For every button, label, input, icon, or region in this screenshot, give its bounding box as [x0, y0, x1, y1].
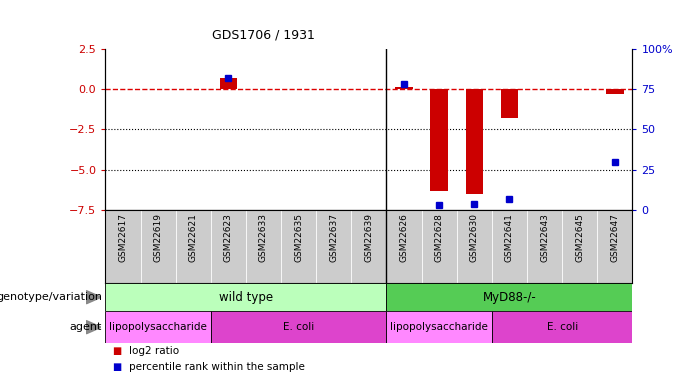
Text: GSM22619: GSM22619	[154, 213, 163, 262]
Text: GSM22633: GSM22633	[259, 213, 268, 262]
Text: GSM22639: GSM22639	[364, 213, 373, 262]
Text: agent: agent	[69, 322, 102, 332]
Bar	[105, 311, 211, 343]
Text: percentile rank within the sample: percentile rank within the sample	[129, 362, 305, 372]
Text: log2 ratio: log2 ratio	[129, 346, 180, 356]
Text: E. coli: E. coli	[547, 322, 578, 332]
Text: GSM22626: GSM22626	[400, 213, 409, 262]
Bar	[606, 89, 624, 94]
Text: GSM22628: GSM22628	[435, 213, 443, 262]
Bar	[211, 311, 386, 343]
Bar	[500, 89, 518, 118]
Text: GSM22630: GSM22630	[470, 213, 479, 262]
Bar	[386, 283, 632, 311]
Bar	[105, 283, 386, 311]
Text: E. coli: E. coli	[283, 322, 314, 332]
Bar	[395, 87, 413, 89]
Text: GSM22643: GSM22643	[540, 213, 549, 262]
Text: GSM22647: GSM22647	[611, 213, 619, 262]
Polygon shape	[86, 291, 101, 304]
Text: wild type: wild type	[219, 291, 273, 304]
Text: GSM22645: GSM22645	[575, 213, 584, 262]
Bar	[430, 89, 448, 190]
Text: genotype/variation: genotype/variation	[0, 292, 102, 302]
Bar	[492, 311, 632, 343]
Text: lipopolysaccharide: lipopolysaccharide	[390, 322, 488, 332]
Text: MyD88-/-: MyD88-/-	[483, 291, 537, 304]
Bar	[466, 89, 483, 194]
Polygon shape	[86, 321, 101, 334]
Text: GSM22621: GSM22621	[189, 213, 198, 262]
Text: GSM22617: GSM22617	[118, 213, 127, 262]
Bar	[386, 311, 492, 343]
Text: GSM22641: GSM22641	[505, 213, 514, 262]
Text: ■: ■	[112, 362, 122, 372]
Text: GDS1706 / 1931: GDS1706 / 1931	[212, 28, 315, 41]
Text: GSM22635: GSM22635	[294, 213, 303, 262]
Bar	[220, 78, 237, 89]
Text: GSM22623: GSM22623	[224, 213, 233, 262]
Text: lipopolysaccharide: lipopolysaccharide	[109, 322, 207, 332]
Text: ■: ■	[112, 346, 122, 356]
Text: GSM22637: GSM22637	[329, 213, 338, 262]
